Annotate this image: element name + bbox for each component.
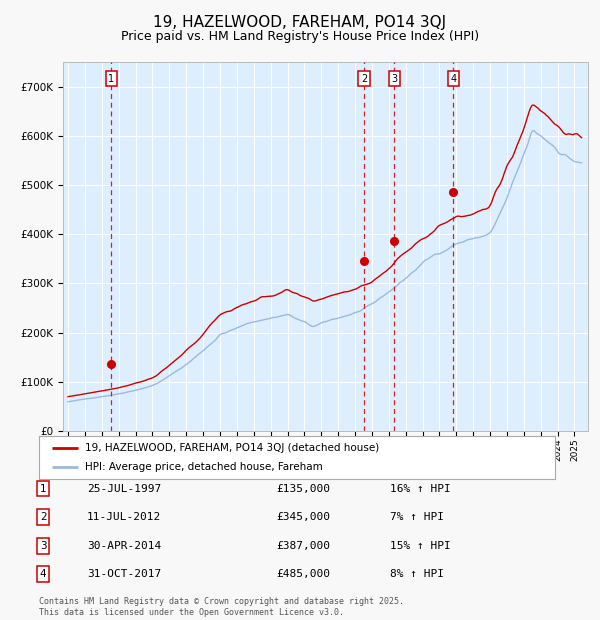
- Text: 3: 3: [391, 74, 397, 84]
- Text: 11-JUL-2012: 11-JUL-2012: [87, 512, 161, 522]
- Text: 2: 2: [361, 74, 367, 84]
- Text: 25-JUL-1997: 25-JUL-1997: [87, 484, 161, 494]
- Text: 19, HAZELWOOD, FAREHAM, PO14 3QJ: 19, HAZELWOOD, FAREHAM, PO14 3QJ: [154, 16, 446, 30]
- Text: £345,000: £345,000: [276, 512, 330, 522]
- Text: 3: 3: [40, 541, 47, 551]
- Text: 4: 4: [451, 74, 457, 84]
- Text: £485,000: £485,000: [276, 569, 330, 579]
- Text: 1: 1: [40, 484, 47, 494]
- Text: £135,000: £135,000: [276, 484, 330, 494]
- Text: 4: 4: [40, 569, 47, 579]
- Text: 7% ↑ HPI: 7% ↑ HPI: [390, 512, 444, 522]
- Text: 1: 1: [108, 74, 115, 84]
- Text: 15% ↑ HPI: 15% ↑ HPI: [390, 541, 451, 551]
- Text: HPI: Average price, detached house, Fareham: HPI: Average price, detached house, Fare…: [85, 463, 323, 472]
- Text: 30-APR-2014: 30-APR-2014: [87, 541, 161, 551]
- Text: £387,000: £387,000: [276, 541, 330, 551]
- Text: 8% ↑ HPI: 8% ↑ HPI: [390, 569, 444, 579]
- Text: 19, HAZELWOOD, FAREHAM, PO14 3QJ (detached house): 19, HAZELWOOD, FAREHAM, PO14 3QJ (detach…: [85, 443, 380, 453]
- Text: Contains HM Land Registry data © Crown copyright and database right 2025.
This d: Contains HM Land Registry data © Crown c…: [39, 598, 404, 617]
- Text: 2: 2: [40, 512, 47, 522]
- Text: Price paid vs. HM Land Registry's House Price Index (HPI): Price paid vs. HM Land Registry's House …: [121, 30, 479, 43]
- Text: 31-OCT-2017: 31-OCT-2017: [87, 569, 161, 579]
- Text: 16% ↑ HPI: 16% ↑ HPI: [390, 484, 451, 494]
